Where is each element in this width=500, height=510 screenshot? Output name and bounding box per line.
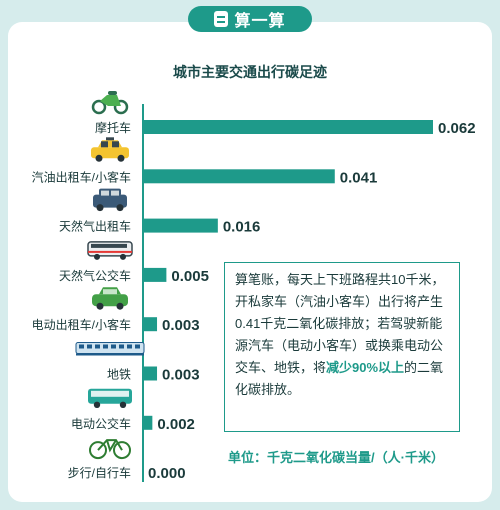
data-label: 0.002 bbox=[157, 416, 195, 433]
note-highlight: 减少90%以上 bbox=[326, 360, 405, 375]
bicycle-icon bbox=[89, 439, 131, 460]
data-label: 0.003 bbox=[162, 317, 200, 334]
category-label: 电动出租车/小客车 bbox=[32, 317, 131, 332]
data-label: 0.000 bbox=[148, 465, 186, 482]
bar bbox=[143, 267, 167, 282]
electric-bus-icon bbox=[88, 388, 132, 408]
bar bbox=[143, 218, 218, 233]
chart-title: 城市主要交通出行碳足迹 bbox=[173, 64, 327, 80]
section-tag-label: 算一算 bbox=[234, 13, 286, 30]
note-text-2: 的二氧化碳排放。 bbox=[235, 360, 444, 397]
car-icon bbox=[93, 188, 127, 212]
data-label: 0.041 bbox=[340, 169, 378, 186]
taxi-icon bbox=[91, 137, 129, 162]
category-label: 地铁 bbox=[107, 368, 131, 382]
subway-icon bbox=[75, 342, 145, 356]
unit-label: 单位：千克二氧化碳当量/（人·千米） bbox=[228, 450, 444, 465]
category-label: 步行/自行车 bbox=[68, 465, 131, 480]
notepad-icon bbox=[214, 11, 229, 27]
data-label: 0.003 bbox=[162, 367, 200, 384]
data-label: 0.016 bbox=[223, 219, 261, 236]
note-text-1: 算笔账，每天上下班路程共10千米，开私家车（汽油小客车）出行将产生0.41千克二… bbox=[235, 272, 445, 375]
bar bbox=[143, 120, 433, 134]
data-label: 0.005 bbox=[171, 268, 209, 285]
section-tag: 算一算 bbox=[188, 6, 312, 32]
bar bbox=[143, 317, 158, 332]
category-label: 汽油出租车/小客车 bbox=[32, 169, 131, 184]
category-label: 天然气公交车 bbox=[59, 268, 131, 283]
bar bbox=[143, 366, 158, 381]
bar bbox=[143, 415, 153, 430]
bus-icon bbox=[87, 241, 133, 260]
motorcycle-icon bbox=[91, 91, 129, 115]
electric-car-icon bbox=[92, 287, 128, 310]
bar bbox=[143, 169, 335, 184]
data-label: 0.062 bbox=[438, 120, 476, 137]
category-label: 天然气出租车 bbox=[59, 219, 131, 234]
category-label: 电动公交车 bbox=[71, 416, 131, 431]
note-box: 算笔账，每天上下班路程共10千米，开私家车（汽油小客车）出行将产生0.41千克二… bbox=[224, 262, 460, 432]
category-label: 摩托车 bbox=[95, 120, 131, 135]
